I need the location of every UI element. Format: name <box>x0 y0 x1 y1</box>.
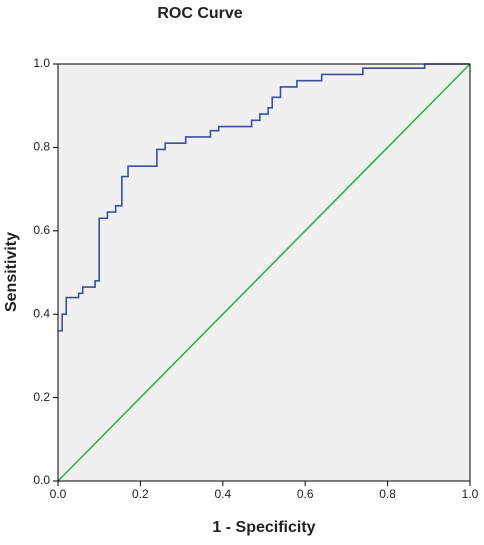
y-tick-label: 0.4 <box>33 306 50 320</box>
y-tick-label: 1.0 <box>33 56 50 70</box>
x-tick-label: 0.8 <box>379 487 396 501</box>
x-tick-label: 0.4 <box>214 487 231 501</box>
y-tick-label: 0.0 <box>33 473 50 487</box>
chart-title: ROC Curve <box>157 5 242 22</box>
y-axis-label: Sensitivity <box>3 232 20 312</box>
y-tick-label: 0.2 <box>33 390 50 404</box>
x-tick-label: 1.0 <box>462 487 479 501</box>
plot-border <box>57 63 471 482</box>
x-tick-label: 0.6 <box>297 487 314 501</box>
y-tick-label: 0.6 <box>33 223 50 237</box>
y-tick-label: 0.8 <box>33 140 50 154</box>
reference-line <box>57 63 471 482</box>
x-axis-label: 1 - Specificity <box>212 519 315 536</box>
roc-curve <box>58 63 470 332</box>
x-tick-label: 0.2 <box>132 487 149 501</box>
x-tick-label: 0.0 <box>50 487 67 501</box>
